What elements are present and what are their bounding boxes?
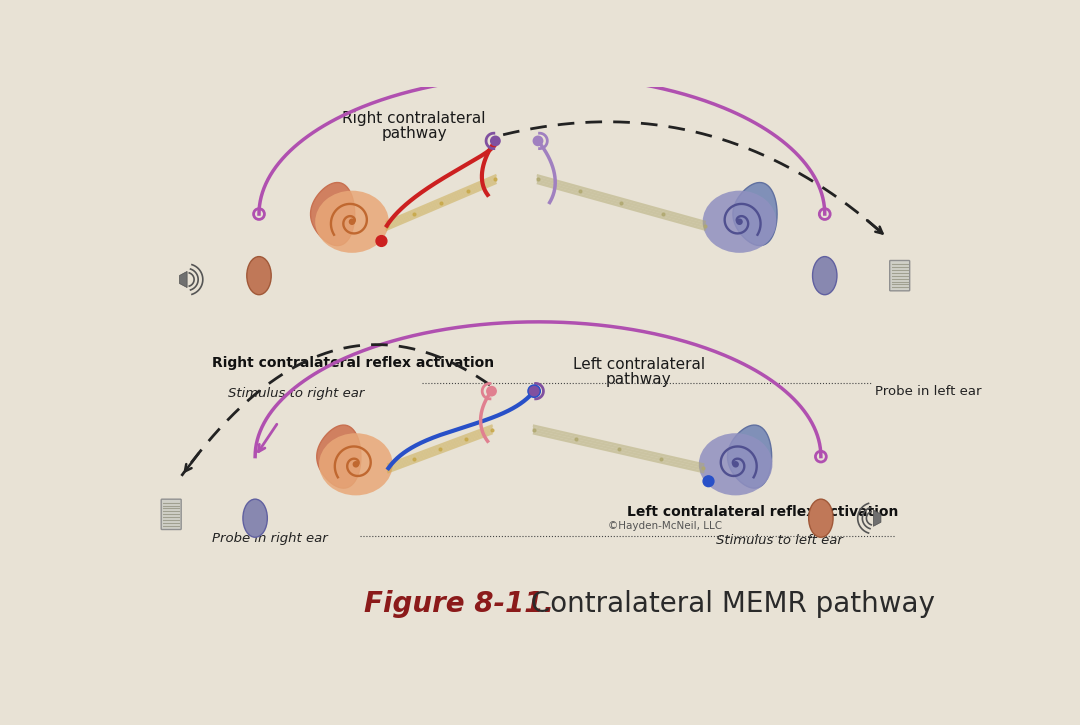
Circle shape [703, 476, 714, 486]
Circle shape [486, 386, 497, 397]
Text: Probe in right ear: Probe in right ear [213, 532, 328, 545]
Ellipse shape [247, 257, 271, 294]
Text: pathway: pathway [381, 126, 447, 141]
Polygon shape [179, 271, 187, 288]
Circle shape [737, 219, 742, 224]
Text: Stimulus to right ear: Stimulus to right ear [228, 387, 364, 400]
Circle shape [490, 136, 501, 146]
Text: Contralateral MEMR pathway: Contralateral MEMR pathway [523, 590, 935, 618]
Text: ©Hayden-McNeil, LLC: ©Hayden-McNeil, LLC [608, 521, 721, 531]
Ellipse shape [315, 191, 389, 253]
Circle shape [733, 462, 739, 467]
Text: Right contralateral reflex activation: Right contralateral reflex activation [213, 355, 495, 370]
Circle shape [353, 462, 359, 467]
Polygon shape [733, 183, 778, 246]
Polygon shape [311, 183, 354, 246]
Ellipse shape [319, 434, 393, 495]
Circle shape [376, 236, 387, 246]
Ellipse shape [703, 191, 777, 253]
Circle shape [350, 219, 354, 224]
Polygon shape [728, 425, 772, 488]
Text: Left contralateral reflex activation: Left contralateral reflex activation [627, 505, 899, 519]
Ellipse shape [243, 499, 268, 537]
Ellipse shape [699, 434, 772, 495]
FancyBboxPatch shape [890, 260, 909, 291]
Circle shape [529, 386, 540, 397]
Text: Figure 8-11.: Figure 8-11. [364, 590, 554, 618]
Circle shape [532, 136, 543, 146]
FancyBboxPatch shape [161, 500, 181, 529]
Polygon shape [316, 425, 361, 488]
Text: pathway: pathway [606, 373, 672, 387]
Text: Right contralateral: Right contralateral [342, 110, 486, 125]
Polygon shape [874, 510, 881, 526]
Text: Left contralateral: Left contralateral [572, 357, 705, 372]
Text: Probe in left ear: Probe in left ear [875, 385, 982, 398]
Circle shape [528, 385, 540, 397]
Text: Stimulus to left ear: Stimulus to left ear [716, 534, 843, 547]
Ellipse shape [812, 257, 837, 294]
Ellipse shape [809, 499, 833, 537]
